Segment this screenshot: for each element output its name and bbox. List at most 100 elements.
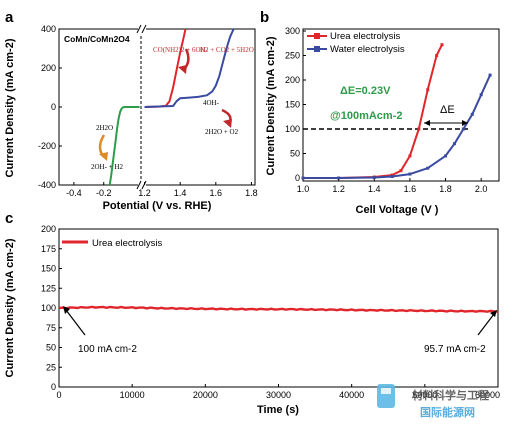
y-tick-label: 0 [51, 102, 56, 112]
panel-b-series-1-point [488, 73, 492, 77]
panel-a-y-axis-title: Current Density (mA cm-2) [4, 38, 16, 177]
y-tick-label: 300 [285, 26, 300, 36]
y-tick-label: 0 [51, 382, 56, 392]
watermark-line-1: 材料科学与工程 [412, 388, 489, 402]
y-tick-label: 400 [41, 24, 56, 34]
end-arrow [477, 313, 495, 336]
panel-c-y-ticks: 0 25 50 75 100 125 150 175 200 [41, 224, 62, 392]
panel-b-series-1-point [452, 142, 456, 146]
panel-a-y-ticks: 400 200 0 -200 -400 [38, 24, 62, 190]
panel-c: c 0 25 50 75 100 125 150 175 200 0 10000 20000 3000… [4, 210, 500, 416]
y-tick-label: 50 [46, 343, 56, 353]
panel-c-x-axis-title: Time (s) [257, 404, 299, 416]
panel-b-series-1-point [426, 166, 430, 170]
panel-b-series-0-point [440, 43, 444, 47]
y-tick-label: 200 [41, 224, 56, 234]
x-tick-label: 0 [56, 390, 61, 400]
x-tick-label: 1.6 [404, 184, 417, 194]
panel-b-legend: Urea electrolysis Water electrolysis [307, 31, 405, 55]
y-tick-label: 0 [295, 173, 300, 183]
y-tick-label: 100 [41, 303, 56, 313]
panel-c-label: c [5, 210, 13, 227]
panel-c-y-axis-title: Current Density (mA cm-2) [4, 238, 16, 377]
oer-products-label: 2H2O + O2 [205, 128, 239, 136]
panel-b-y-axis-title: Current Density (mA cm-2) [265, 36, 277, 175]
panel-b-series-0-point [435, 54, 439, 57]
y-tick-label: 200 [41, 63, 56, 73]
x-tick-label: -0.4 [66, 188, 82, 198]
panel-c-curves [58, 305, 499, 313]
urea-reactant-label: CO(NH2)2 + 6OH- [153, 46, 209, 54]
oer-reactant-label: 4OH- [203, 99, 220, 107]
panel-a-label: a [5, 9, 14, 26]
x-tick-label: 1.8 [245, 188, 258, 198]
panel-b-curves [301, 43, 492, 180]
current-density-condition: @100mAcm-2 [330, 110, 402, 122]
y-tick-label: 200 [285, 75, 300, 85]
her-arrow-head [99, 152, 108, 161]
y-tick-label: 150 [41, 264, 56, 274]
y-tick-label: 100 [285, 124, 300, 134]
x-tick-label: -0.2 [96, 188, 112, 198]
watermark-logo-icon [377, 384, 395, 408]
x-tick-label: 60000 [475, 390, 500, 400]
y-tick-label: 75 [46, 323, 56, 333]
panel-c-x-ticks: 0 10000 20000 30000 40000 50000 60000 [56, 384, 500, 400]
y-tick-label: 50 [290, 149, 300, 159]
legend-water-label: Water electrolysis [330, 44, 405, 55]
y-tick-label: 150 [285, 100, 300, 110]
watermark-line-2: 国际能源网 [420, 405, 475, 419]
delta-e-arrow-left-head [424, 120, 430, 126]
start-value-label: 100 mA cm-2 [78, 344, 137, 355]
panel-b-series-1-point [470, 112, 474, 116]
panel-b-series-0-point [426, 88, 430, 92]
panel-c-series-0 [58, 305, 499, 313]
delta-e-arrow-right-head [462, 120, 468, 126]
panel-b-series-1-point [372, 176, 376, 180]
legend-water-marker [314, 46, 320, 52]
watermark: 材料科学与工程 国际能源网 [377, 384, 489, 419]
delta-e-value: ΔE=0.23V [340, 85, 391, 97]
panel-b-series-0-point [408, 154, 412, 158]
panel-a-x-ticks: -0.4 -0.2 1.2 1.4 1.6 1.8 [66, 182, 258, 198]
x-tick-label: 1.2 [332, 184, 345, 194]
legend-urea-marker [314, 33, 320, 39]
panel-b-series-0-point [417, 127, 421, 131]
axis-break-top [136, 24, 147, 34]
panel-b-series-1-point [301, 176, 305, 180]
x-tick-label: 30000 [266, 390, 291, 400]
panel-b-series-1-point [479, 93, 483, 97]
legend-urea-label: Urea electrolysis [330, 31, 400, 42]
panel-a-material-title: CoMn/CoMn2O4 [64, 34, 130, 44]
delta-e-symbol: ΔE [440, 104, 455, 116]
panel-a-curve-0 [108, 106, 140, 186]
her-products-label: 2OH- + H2 [91, 163, 123, 171]
end-arrow-head [490, 310, 497, 317]
panel-b-series-1-point [444, 154, 448, 158]
panel-a: a 400 200 0 -200 -400 -0.4 -0.2 1.2 1.4 1.6 1.8 C… [4, 9, 258, 212]
urea-arrow-head [178, 65, 187, 74]
panel-b-series-1-point [337, 176, 341, 180]
y-tick-label: -400 [38, 180, 56, 190]
panel-b-label: b [260, 9, 269, 26]
panel-b-series-1-point [408, 172, 412, 176]
end-value-label: 95.7 mA cm-2 [424, 344, 486, 355]
x-tick-label: 40000 [339, 390, 364, 400]
panel-a-x-axis-title: Potential (V vs. RHE) [103, 200, 212, 212]
legend-urea-label-c: Urea electrolysis [92, 238, 162, 249]
y-tick-label: -200 [38, 141, 56, 151]
panel-b-series-1-point [390, 175, 394, 179]
y-tick-label: 125 [41, 283, 56, 293]
axis-break-bottom [136, 180, 147, 190]
x-tick-label: 1.0 [297, 184, 310, 194]
panel-b-series-1 [303, 74, 492, 179]
x-tick-label: 50000 [412, 390, 437, 400]
oer-arrow-head [223, 119, 232, 128]
panel-a-curves [108, 28, 235, 186]
x-tick-label: 1.4 [174, 188, 187, 198]
x-tick-label: 1.8 [439, 184, 452, 194]
x-tick-label: 2.0 [475, 184, 488, 194]
panel-b-series-1-point [461, 127, 465, 131]
